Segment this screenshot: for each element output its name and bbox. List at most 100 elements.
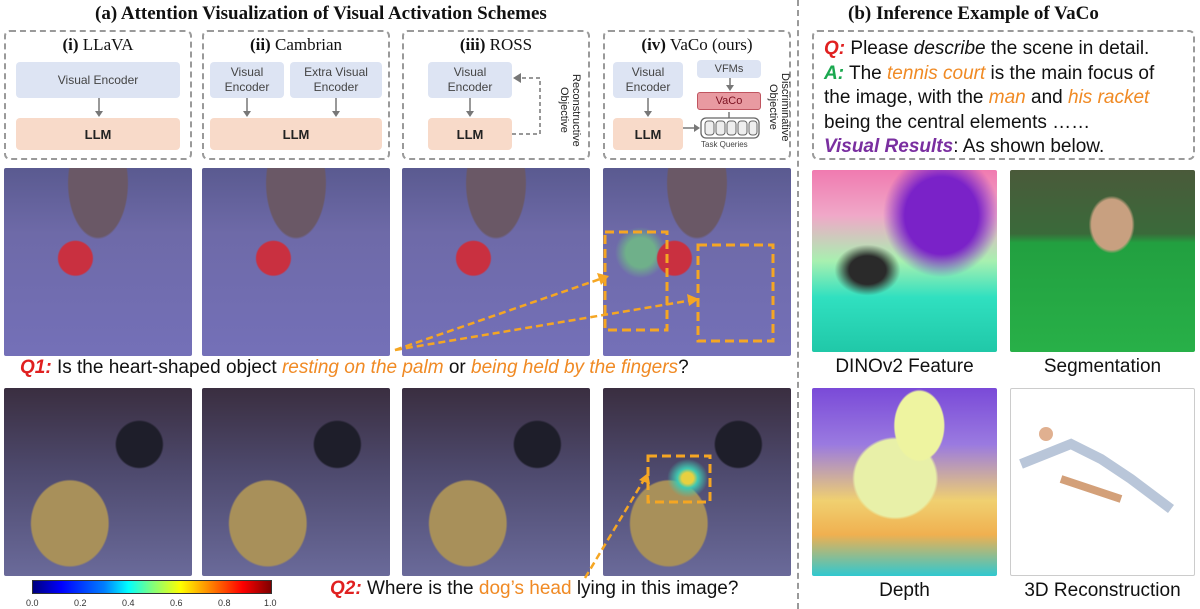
arrow-line-fingers [394,276,604,352]
highlight-box-dog-head [646,454,712,504]
question-2: Q2: Where is the dog’s head lying in thi… [330,578,738,600]
q2-label: Q2: [330,578,362,599]
panel-divider [797,0,799,609]
attention-map-cambrian-heart [202,168,390,356]
point-cloud-icon [1019,427,1174,513]
extra-visual-encoder-block: Extra Visual Encoder [290,62,382,98]
llm-block: LLM [16,118,180,150]
attention-map-ross-heart [402,168,590,356]
task-queries-label: Task Queries [701,140,748,149]
result-label: Depth [879,580,930,601]
vfms-block: VFMs [697,60,761,78]
inference-qa-box: Q: Please describe the scene in detail. … [812,30,1195,160]
a-label: A: [824,62,845,84]
task-queries-icon [683,112,760,139]
panel-b-title: (b) Inference Example of VaCo [848,3,1099,24]
q1-pre: Is the heart-shaped object [56,357,277,378]
attention-map-ross-dog [402,388,590,576]
arrowhead-icon [687,294,699,306]
dinov2-feature-map [812,170,997,352]
qa-answer: A: The tennis court is the main focus of… [824,62,1183,136]
q2-pre: Where is the [366,578,474,599]
scheme-num: (iv) [641,35,666,54]
a-tennis-court: tennis court [887,62,986,84]
arrow-down-icon [466,98,474,117]
arrow-line-palm [394,298,694,352]
scheme-ross: (iii) ROSS Visual Encoder LLM Reconstruc… [402,30,590,160]
attention-colorbar [32,580,272,594]
a-text-4: being the central elements …… [824,111,1091,133]
arrow-down-icon [644,98,652,117]
result-label: DINOv2 Feature [835,356,974,377]
q1-label: Q1: [20,357,52,378]
highlight-overlay [394,230,775,579]
scheme-vaco: (iv) VaCo (ours) Visual Encoder VFMs VaC… [603,30,791,160]
scheme-num: (i) [62,35,79,54]
colorbar-tick: 0.6 [170,598,183,608]
colorbar-tick: 0.2 [74,598,87,608]
attention-map-cambrian-dog [202,388,390,576]
scheme-llava: (i) LLaVA Visual Encoder LLM [4,30,192,160]
a-man: man [988,87,1026,108]
result-label: 3D Reconstruction [1024,580,1181,601]
q1-option-1: resting on the palm [281,357,444,378]
llm-block: LLM [210,118,382,150]
colorbar-tick: 0.0 [26,598,39,608]
q1-post: ? [678,357,689,378]
a-racket: racket [1097,87,1150,108]
q-pre: Please [850,38,909,59]
a-his: his [1068,87,1093,108]
qa-visual-results: Visual Results: As shown below. [824,135,1183,160]
scheme-cambrian: (ii) Cambrian Visual Encoder Extra Visua… [202,30,390,160]
scheme-name: Cambrian [274,35,343,54]
arrow-line-dog-head [583,477,647,579]
visual-results-label: Visual Results [824,136,954,157]
visual-encoder-block: Visual Encoder [210,62,284,98]
scheme-name: LLaVA [82,35,134,54]
feedback-arrow-icon [512,73,541,135]
llm-block: LLM [428,118,512,150]
depth-map [812,388,997,576]
arrow-down-icon [332,98,340,117]
colorbar-tick: 0.4 [122,598,135,608]
highlight-box-palm [696,243,775,343]
visual-results-post: : As shown below. [953,136,1105,157]
objective-label: Reconstructive Objective [558,73,582,147]
scheme-num: (ii) [249,35,271,54]
colorbar-tick: 1.0 [264,598,277,608]
attention-map-llava-heart [4,168,192,356]
visual-encoder-block: Visual Encoder [16,62,180,98]
attention-map-vaco-dog [603,388,791,576]
3d-reconstruction-view [1010,388,1195,576]
vaco-block: VaCo [697,92,761,110]
q-italic: describe [913,38,986,59]
segmentation-map [1010,170,1195,352]
scheme-name: VaCo (ours) [669,35,753,54]
arrow-down-icon [243,98,251,117]
question-1: Q1: Is the heart-shaped object resting o… [20,357,689,379]
qa-question: Q: Please describe the scene in detail. [824,37,1183,62]
scheme-name: ROSS [489,35,533,54]
a-text-3: and [1031,87,1063,108]
llm-block: LLM [613,118,683,150]
q-label: Q: [824,38,846,59]
q1-option-2: being held by the fingers [471,357,679,378]
objective-label: Discriminative Objective [767,72,791,142]
colorbar-tick: 0.8 [218,598,231,608]
q-post: the scene in detail. [990,38,1150,59]
highlight-box-fingers [603,230,669,332]
arrow-down-icon [95,98,103,117]
scheme-num: (iii) [459,35,486,54]
result-label: Segmentation [1043,356,1162,377]
q2-post: lying in this image? [576,578,739,599]
a-text-2: is the main focus of the image, with the [824,62,1155,109]
attention-map-llava-dog [4,388,192,576]
a-text-1: The [849,62,882,84]
q1-mid: or [448,357,466,378]
visual-encoder-block: Visual Encoder [428,62,512,98]
arrowhead-icon [597,273,609,285]
visual-encoder-block: Visual Encoder [613,62,683,98]
q2-highlight: dog’s head [478,578,572,599]
arrowhead-icon [639,473,650,484]
arrow-down-icon [726,78,734,91]
